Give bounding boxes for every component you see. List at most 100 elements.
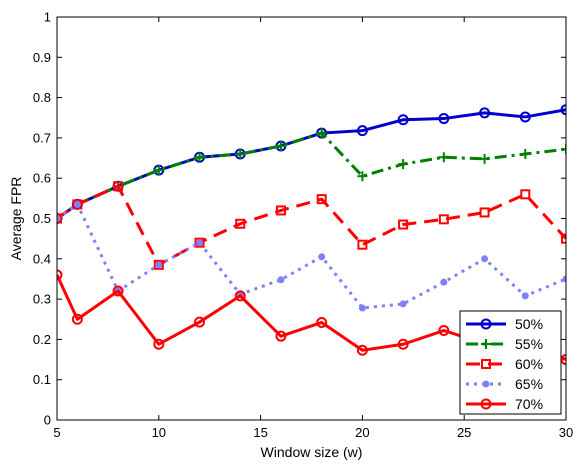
legend-entry: 55%	[466, 336, 543, 352]
data-point	[234, 290, 246, 302]
data-point	[397, 338, 409, 350]
data-point	[358, 304, 366, 312]
x-tick-label: 10	[152, 425, 166, 440]
data-point	[113, 181, 124, 192]
data-point	[235, 218, 246, 229]
x-tick-label: 30	[559, 425, 573, 440]
legend-label: 50%	[515, 316, 543, 332]
data-point	[481, 255, 489, 263]
series-2	[57, 128, 566, 224]
data-point	[72, 199, 83, 210]
data-point	[153, 338, 165, 350]
data-point	[57, 213, 62, 224]
data-point	[519, 111, 531, 123]
data-point	[57, 215, 61, 222]
data-point	[356, 344, 368, 356]
x-tick-label: 15	[253, 425, 267, 440]
data-point	[275, 330, 287, 342]
data-point	[561, 144, 566, 155]
y-tick-label: 0.4	[33, 251, 51, 266]
data-point	[520, 149, 531, 160]
y-tick-label: 0.1	[33, 372, 51, 387]
x-tick-label: 20	[355, 425, 369, 440]
y-tick-label: 0.9	[33, 50, 51, 65]
legend-entry: 65%	[466, 376, 543, 392]
data-point	[155, 261, 163, 269]
data-point	[438, 214, 449, 225]
data-point	[397, 114, 409, 126]
data-point	[398, 159, 409, 170]
data-point	[318, 253, 326, 261]
data-point	[316, 194, 327, 205]
data-point	[57, 269, 63, 281]
data-point	[479, 107, 491, 119]
data-point	[520, 189, 531, 200]
legend-label: 60%	[515, 356, 543, 372]
y-axis-label: Average FPR	[8, 177, 24, 261]
y-tick-label: 0.6	[33, 171, 51, 186]
data-point	[277, 276, 285, 284]
data-point	[194, 316, 206, 328]
data-point	[196, 239, 204, 247]
series-line	[57, 184, 566, 267]
data-point	[194, 152, 205, 163]
data-point	[562, 275, 566, 283]
y-tick-label: 0.3	[33, 292, 51, 307]
axis-ticks: 5 10 15 20 25 30 0 0.1 0.2 0.3 0.4 0.5 0.6 0.7 0.8 0.9 1	[33, 10, 573, 441]
data-point	[438, 152, 449, 163]
x-tick-label: 25	[457, 425, 471, 440]
series-1	[57, 104, 566, 224]
data-point	[521, 292, 529, 300]
x-tick-label: 5	[53, 425, 60, 440]
data-point	[561, 233, 566, 244]
data-point	[357, 239, 368, 250]
x-axis-label: Window size (w)	[261, 444, 363, 460]
y-tick-label: 1	[44, 10, 51, 25]
y-tick-label: 0.8	[33, 90, 51, 105]
series-group	[57, 104, 566, 366]
series-line	[57, 202, 566, 310]
data-point	[440, 278, 448, 286]
data-point	[479, 153, 490, 164]
plot-frame	[56, 16, 567, 421]
data-point	[438, 113, 450, 125]
data-point	[356, 125, 368, 137]
data-point	[399, 300, 407, 308]
data-point	[316, 128, 327, 139]
legend-marker	[480, 318, 492, 330]
y-tick-label: 0.5	[33, 211, 51, 226]
data-point	[235, 149, 246, 160]
data-point	[112, 285, 124, 297]
data-point	[398, 219, 409, 230]
data-point	[153, 165, 164, 176]
data-point	[316, 316, 328, 328]
legend: 50% 55% 60% 65% 70%	[459, 310, 562, 415]
legend-entry: 60%	[466, 356, 543, 372]
data-point	[194, 237, 205, 248]
series-4	[57, 200, 566, 312]
y-tick-label: 0	[44, 413, 51, 428]
data-point	[479, 207, 490, 218]
legend-label: 65%	[515, 376, 543, 392]
legend-marker	[480, 398, 492, 410]
data-point	[73, 200, 81, 208]
data-point	[357, 171, 368, 182]
data-point	[71, 313, 83, 325]
legend-entry: 70%	[466, 396, 543, 412]
y-tick-label: 0.7	[33, 130, 51, 145]
data-point	[438, 325, 450, 337]
y-tick-label: 0.2	[33, 332, 51, 347]
legend-marker	[481, 359, 491, 369]
legend-marker	[481, 339, 491, 349]
data-point	[275, 205, 286, 216]
legend-label: 55%	[515, 336, 543, 352]
series-3	[57, 181, 566, 270]
legend-entry: 50%	[466, 316, 543, 332]
series-line	[57, 131, 566, 220]
legend-label: 70%	[515, 396, 543, 412]
data-point	[560, 104, 566, 116]
legend-marker	[482, 380, 490, 388]
series-line	[57, 108, 566, 220]
data-point	[275, 140, 286, 151]
